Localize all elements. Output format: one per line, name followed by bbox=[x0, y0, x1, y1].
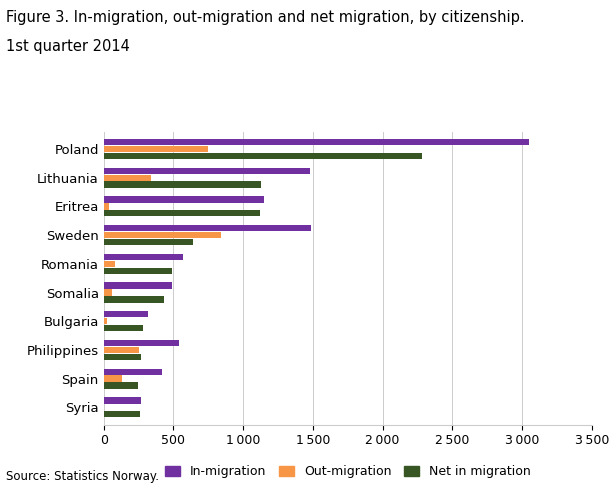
Bar bbox=[104, 175, 151, 181]
Bar bbox=[104, 283, 172, 289]
Bar bbox=[104, 182, 261, 188]
Legend: In-migration, Out-migration, Net in migration: In-migration, Out-migration, Net in migr… bbox=[160, 460, 536, 483]
Text: Figure 3. In-migration, out-migration and net migration, by citizenship.: Figure 3. In-migration, out-migration an… bbox=[6, 10, 525, 25]
Bar bbox=[104, 289, 112, 296]
Bar bbox=[104, 318, 107, 325]
Text: Source: Statistics Norway.: Source: Statistics Norway. bbox=[6, 470, 159, 483]
Bar bbox=[104, 375, 122, 382]
Bar bbox=[104, 239, 193, 245]
Bar bbox=[104, 311, 148, 318]
Bar bbox=[104, 347, 138, 353]
Bar bbox=[104, 146, 208, 152]
Bar bbox=[104, 411, 140, 417]
Bar bbox=[104, 397, 142, 404]
Bar bbox=[104, 354, 141, 360]
Bar bbox=[104, 325, 143, 331]
Bar bbox=[104, 232, 221, 238]
Bar bbox=[104, 296, 163, 303]
Bar bbox=[104, 210, 260, 217]
Bar bbox=[104, 196, 264, 203]
Text: 1st quarter 2014: 1st quarter 2014 bbox=[6, 39, 130, 54]
Bar bbox=[104, 383, 138, 388]
Bar bbox=[104, 203, 109, 209]
Bar bbox=[104, 168, 310, 174]
Bar bbox=[104, 267, 172, 274]
Bar bbox=[104, 340, 179, 346]
Bar bbox=[104, 254, 183, 260]
Bar bbox=[104, 153, 422, 159]
Bar bbox=[104, 225, 312, 231]
Bar bbox=[104, 139, 529, 145]
Bar bbox=[104, 368, 162, 375]
Bar bbox=[104, 261, 115, 267]
